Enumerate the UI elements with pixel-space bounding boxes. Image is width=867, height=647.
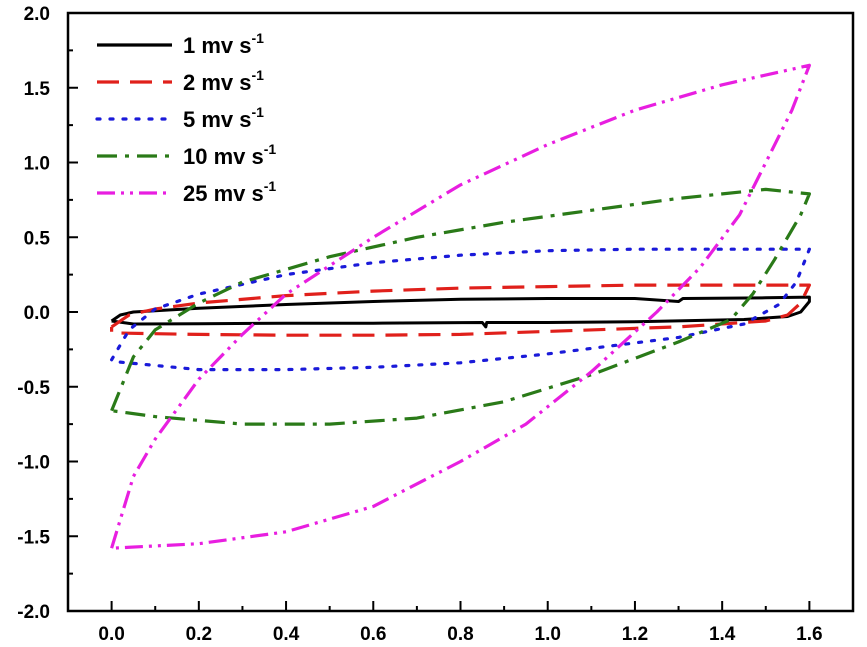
series-layer <box>110 63 811 550</box>
y-tick-label: 0.0 <box>24 303 50 324</box>
x-tick-label: 1.0 <box>535 624 561 645</box>
y-tick-label: 2.0 <box>24 4 50 25</box>
legend-label-5: 25 mv s-1 <box>183 178 276 206</box>
legend-label-superscript: -1 <box>264 141 277 157</box>
x-tick-label: 0.0 <box>98 624 124 645</box>
legend-label-superscript: -1 <box>252 30 265 46</box>
legend-label-superscript: -1 <box>252 104 265 120</box>
y-tick-label: -0.5 <box>17 378 50 399</box>
series-line-3 <box>110 247 811 372</box>
series-line-2 <box>110 283 811 337</box>
x-tick-label: 0.2 <box>186 624 212 645</box>
series-line-5 <box>110 63 811 550</box>
legend-label-text: 2 mv s <box>183 70 252 95</box>
axis-tick-labels: 0.0 0.2 0.4 0.6 0.8 1.0 1.2 1.4 1.6 2.0 1.5 1.0 0.5 0… <box>17 4 822 645</box>
x-tick-label: 1.4 <box>709 624 736 645</box>
y-tick-label: -2.0 <box>17 602 50 623</box>
x-tick-label: 0.4 <box>273 624 300 645</box>
axis-ticks <box>67 12 854 612</box>
x-tick-label: 1.6 <box>796 624 822 645</box>
x-tick-label: 1.2 <box>622 624 648 645</box>
y-tick-label: -1.0 <box>17 453 50 474</box>
series-line-1 <box>110 295 811 329</box>
y-tick-label: 0.5 <box>24 228 51 249</box>
y-tick-label: 1.5 <box>24 79 51 100</box>
legend-label-text: 25 mv s <box>183 181 264 206</box>
legend-label-2: 2 mv s-1 <box>183 67 264 95</box>
x-tick-label: 0.6 <box>360 624 386 645</box>
legend-label-3: 5 mv s-1 <box>183 104 264 132</box>
legend-label-4: 10 mv s-1 <box>183 141 276 169</box>
y-tick-label: -1.5 <box>17 527 50 548</box>
y-tick-label: 1.0 <box>24 154 50 175</box>
legend-label-text: 5 mv s <box>183 107 252 132</box>
legend-label-text: 1 mv s <box>183 33 252 58</box>
legend: 1 mv s-12 mv s-15 mv s-110 mv s-125 mv s… <box>95 30 276 206</box>
legend-label-superscript: -1 <box>252 67 265 83</box>
x-tick-label: 0.8 <box>447 624 473 645</box>
legend-label-1: 1 mv s-1 <box>183 30 264 58</box>
legend-label-superscript: -1 <box>264 178 277 194</box>
legend-label-text: 10 mv s <box>183 144 264 169</box>
